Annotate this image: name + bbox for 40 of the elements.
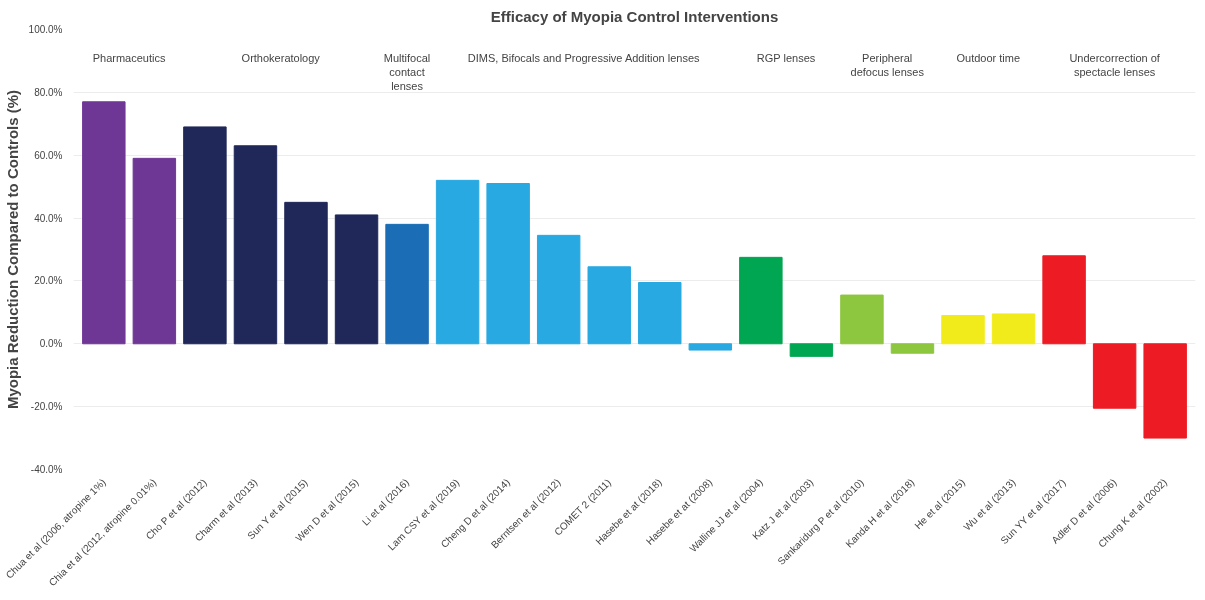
bar [991,313,1036,345]
bar [385,223,429,345]
bar [739,256,783,345]
bar [183,126,227,345]
y-tick-label: 20.0% [34,275,63,287]
bar [1143,343,1187,439]
bar [688,343,733,351]
bar [536,234,581,345]
y-tick-label: -20.0% [30,401,63,413]
annotation: Undercorrection of spectacle lenses [1069,51,1161,78]
bar [587,266,631,345]
bar [789,343,834,357]
bar [435,179,480,345]
bar [82,101,126,345]
annotation: DIMS, Bifocals and Progressive Addition lenses [467,51,701,64]
y-tick-label: -40.0% [30,464,63,475]
bar [840,294,884,345]
annotation: Outdoor time [956,51,1021,64]
y-axis-title: Myopia Reduction Compared to Controls (%) [3,89,21,410]
annotation: Pharmaceutics [92,51,166,64]
y-tick-label: 80.0% [34,86,63,98]
bar [486,183,530,345]
annotation: Peripheral defocus lenses [850,51,925,78]
annotation: Multifocal contact lenses [383,51,431,93]
bar [334,214,379,345]
y-tick-label: 100.0% [28,24,63,35]
bar [941,315,985,345]
bar [132,157,177,345]
annotation: Orthokeratology [241,51,321,64]
y-tick-label: 40.0% [34,212,63,224]
bar [284,201,328,345]
chart-title: Efficacy of Myopia Control Interventions [490,7,779,25]
y-tick-label: 60.0% [34,149,63,161]
bar [1042,255,1086,345]
bar [233,145,278,345]
bar [1092,343,1137,409]
bar [890,343,935,354]
bar [638,282,682,345]
annotation: RGP lenses [756,51,816,64]
y-tick-label: 0.0% [39,338,63,350]
